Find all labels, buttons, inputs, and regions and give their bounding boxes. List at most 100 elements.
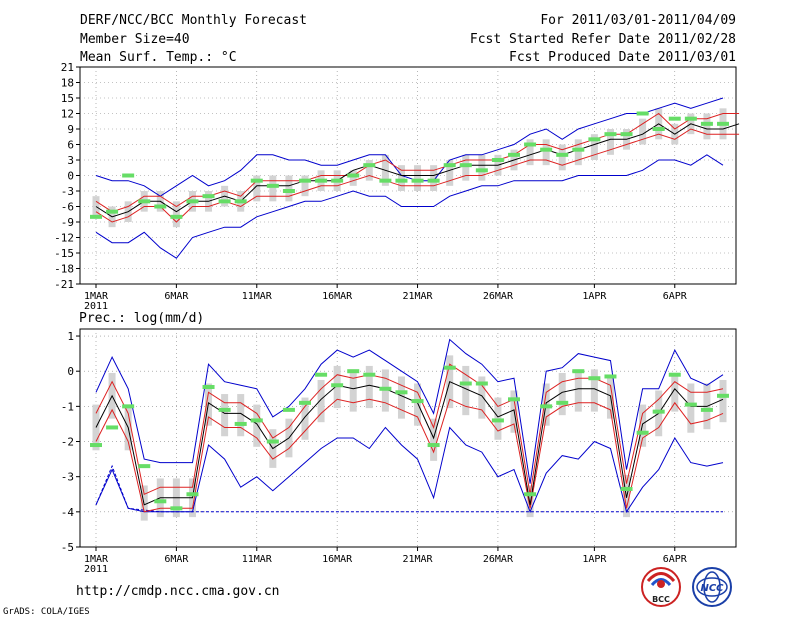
temp-mean-mark bbox=[186, 199, 199, 204]
temp-ytick-label: 3 bbox=[67, 154, 74, 167]
prec-mean-mark bbox=[556, 400, 569, 405]
prec-box bbox=[558, 372, 566, 416]
prec-box bbox=[574, 369, 582, 412]
prec-box bbox=[253, 404, 261, 447]
temp-mean-mark bbox=[652, 127, 665, 131]
prec-mean-mark bbox=[250, 418, 263, 423]
temp-box bbox=[430, 165, 438, 191]
temp-ytick-label: -12 bbox=[54, 232, 74, 245]
temp-ytick-label: -18 bbox=[54, 263, 74, 276]
prec-mean-mark bbox=[170, 506, 183, 511]
temp-mean-mark bbox=[443, 163, 456, 168]
prec-box bbox=[430, 418, 438, 461]
prec-box bbox=[719, 379, 727, 423]
temp-ytick-label: 21 bbox=[61, 61, 74, 74]
prec-mean-mark bbox=[315, 372, 328, 377]
prec-ytick-label: 1 bbox=[67, 330, 74, 343]
temp-ytick-label: -9 bbox=[61, 216, 74, 229]
prec-xtick-label: 6MAR bbox=[164, 554, 189, 565]
prec-mean-mark bbox=[620, 486, 633, 491]
temp-mean-mark bbox=[604, 132, 617, 137]
temp-box bbox=[365, 160, 373, 181]
prec-mean-mark bbox=[218, 407, 231, 412]
temp-mean-mark bbox=[282, 189, 295, 193]
temp-xtick-label: 26MAR bbox=[483, 291, 514, 302]
temp-box bbox=[414, 165, 422, 191]
temp-mean-mark bbox=[331, 178, 344, 183]
prec-ytick-label: -1 bbox=[61, 400, 74, 413]
temp-mean-mark bbox=[266, 183, 279, 188]
temp-mean-mark bbox=[588, 137, 601, 142]
prec-box bbox=[687, 383, 695, 433]
bcc-logo-text: BCC bbox=[652, 595, 670, 604]
prec-mean-mark bbox=[282, 407, 295, 412]
prec-mean-mark bbox=[540, 404, 553, 409]
temp-mean-mark bbox=[684, 116, 697, 121]
temp-min-line bbox=[95, 154, 724, 259]
prec-ytick-label: -2 bbox=[61, 436, 74, 449]
prec-mean-mark bbox=[668, 372, 681, 377]
temp-ytick-label: 9 bbox=[67, 123, 74, 136]
temp-box bbox=[172, 201, 180, 228]
prec-box bbox=[221, 394, 229, 437]
prec-xtick-label: 1APR bbox=[582, 554, 607, 565]
temp-ytick-label: -3 bbox=[61, 185, 74, 198]
temp-box bbox=[478, 154, 486, 181]
temp-mean-mark bbox=[395, 178, 408, 183]
temp-box bbox=[639, 118, 647, 145]
temp-box bbox=[349, 170, 357, 186]
prec-box bbox=[397, 376, 405, 419]
temp-mean-mark bbox=[620, 132, 633, 137]
prec-mean-mark bbox=[459, 381, 472, 386]
prec-mean-mark bbox=[138, 464, 151, 469]
prec-box bbox=[414, 383, 422, 426]
prec-mean-mark bbox=[154, 499, 167, 504]
temp-xtick-label: 6MAR bbox=[164, 291, 189, 302]
prec-box bbox=[317, 379, 325, 423]
temp-mean-mark bbox=[636, 111, 649, 116]
temp-mean-mark bbox=[475, 168, 488, 173]
prec-max-line bbox=[95, 338, 724, 484]
prec-median-line bbox=[95, 381, 724, 506]
temp-mean-mark bbox=[508, 152, 520, 157]
prec-mean-mark bbox=[347, 369, 360, 374]
prec-mean-mark bbox=[186, 492, 199, 497]
prec-xtick-label: 21MAR bbox=[402, 554, 433, 565]
temp-xtick-label: 11MAR bbox=[242, 291, 273, 302]
temp-mean-mark bbox=[250, 178, 263, 183]
temp-mean-mark bbox=[154, 204, 167, 209]
prec-p75-line bbox=[95, 363, 724, 496]
temp-mean-mark bbox=[717, 121, 729, 126]
prec-mean-mark bbox=[106, 425, 119, 430]
prec-box bbox=[462, 365, 470, 416]
temp-mean-mark bbox=[363, 163, 376, 168]
temp-mean-mark bbox=[170, 214, 183, 219]
prec-mean-mark bbox=[395, 390, 408, 395]
prec-mean-mark bbox=[604, 374, 617, 379]
prec-mean-mark bbox=[122, 404, 135, 409]
temp-mean-mark bbox=[427, 178, 440, 183]
temp-mean-mark bbox=[572, 147, 585, 152]
temp-max-line bbox=[95, 97, 724, 197]
prec-mean-mark bbox=[379, 386, 392, 391]
prec-ytick-label: -4 bbox=[61, 506, 75, 519]
temp-xtick-label: 16MAR bbox=[322, 291, 353, 302]
prec-box bbox=[365, 365, 373, 409]
prec-mean-mark bbox=[90, 443, 102, 448]
footer-url[interactable]: http://cmdp.ncc.cma.gov.cn bbox=[76, 584, 280, 599]
temp-p25-line bbox=[95, 128, 740, 223]
temp-xtick-label: 1APR bbox=[582, 291, 607, 302]
temp-mean-mark bbox=[315, 178, 328, 183]
temp-mean-mark bbox=[299, 178, 311, 183]
prec-ytick-label: 0 bbox=[67, 365, 74, 378]
prec-mean-mark bbox=[572, 369, 585, 374]
prec-box bbox=[526, 485, 534, 518]
ncc-logo-text: NCC bbox=[700, 583, 724, 594]
prec-xtick-label: 6APR bbox=[663, 554, 688, 565]
ncc-logo: NCC bbox=[692, 567, 732, 607]
temp-mean-mark bbox=[90, 214, 102, 219]
temp-mean-mark bbox=[540, 147, 553, 152]
temp-median-line bbox=[95, 123, 740, 218]
prec-min-line bbox=[95, 426, 724, 514]
